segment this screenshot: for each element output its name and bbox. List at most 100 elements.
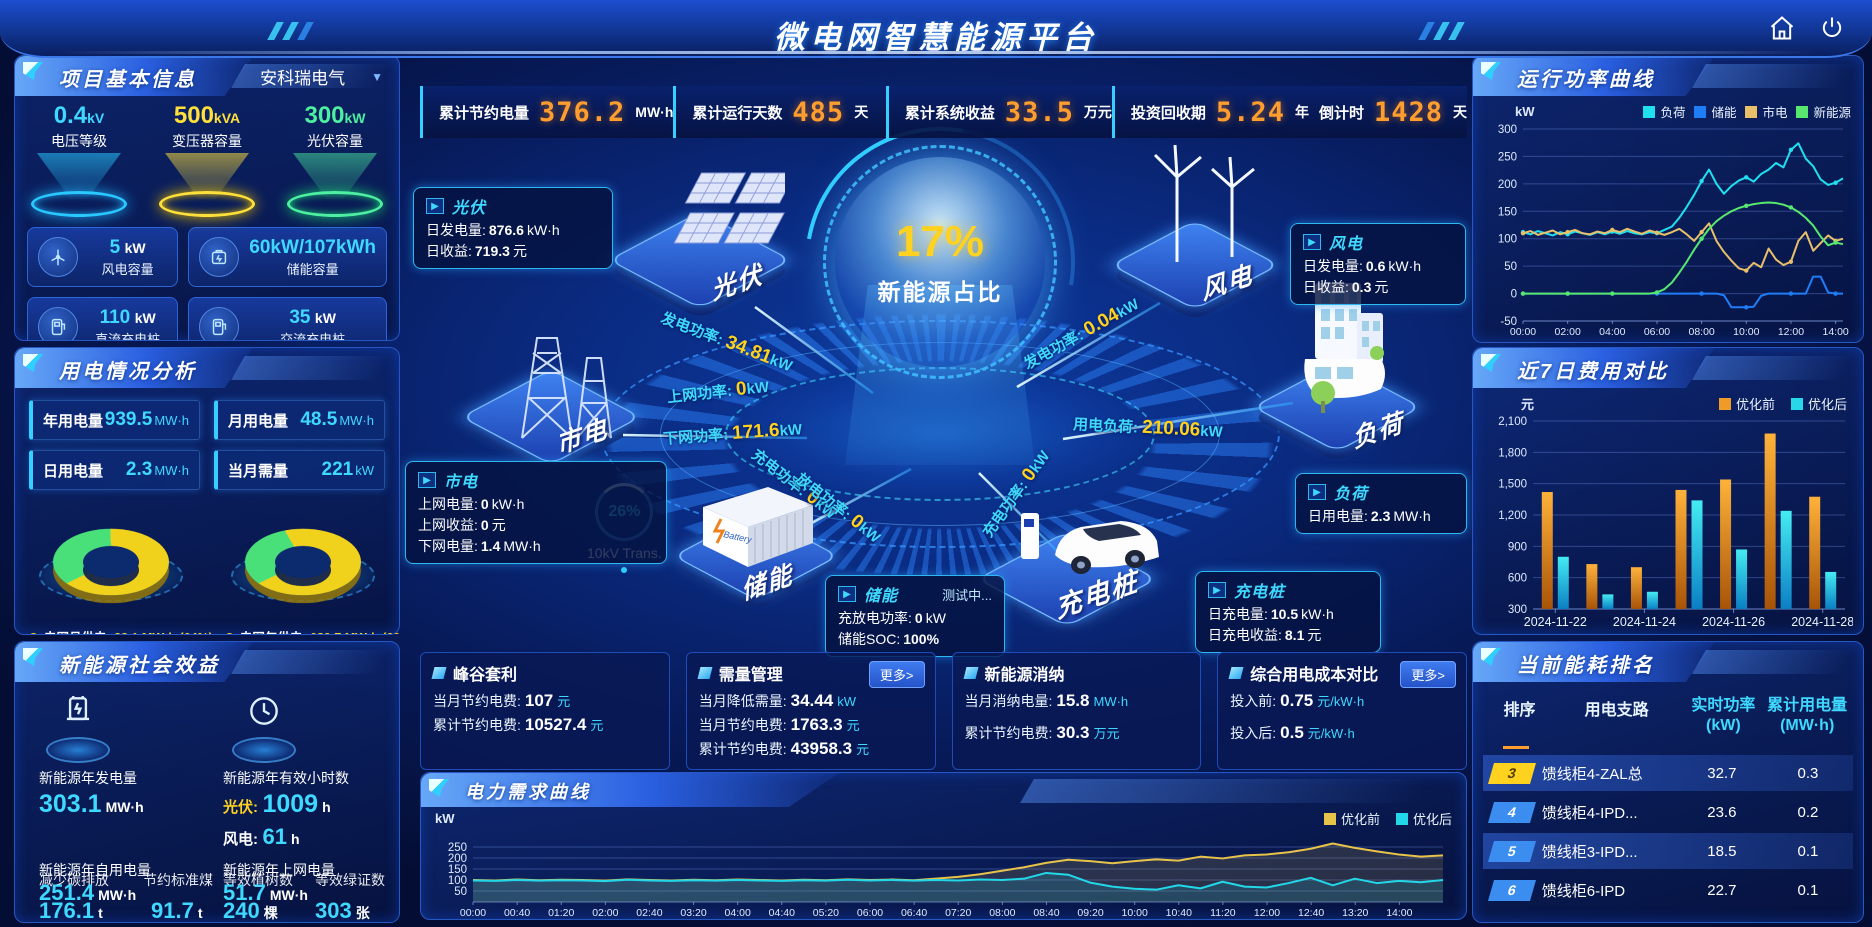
kpi-icon — [431, 667, 447, 679]
battery-container-icon: Battery — [703, 487, 813, 567]
arrow-icon: ▶ — [1303, 234, 1321, 250]
summary-stats-bar: 累计节约电量 376.2 MW·h 累计运行天数 485 天 累计系统收益 33… — [420, 86, 1467, 138]
arrow-icon: ▶ — [418, 472, 436, 488]
arrow-icon: ▶ — [838, 586, 856, 602]
legend-dot-grid — [29, 633, 38, 634]
title-deco-left — [267, 22, 314, 40]
dc-charger-icon — [38, 307, 78, 340]
top-header: 微电网智慧能源平台 — [0, 0, 1872, 58]
pv-info-box: ▶ 光伏 日发电量: 876.6 kW·h 日收益: 719.3 元 — [413, 187, 613, 269]
ranking-row[interactable]: 4 馈线柜4-IPD... 23.6 0.2 — [1483, 794, 1853, 830]
benefit-pv-hours: 光伏: 1009 h — [223, 790, 331, 818]
svg-text:200: 200 — [448, 853, 467, 865]
stat-revenue: 累计系统收益 33.5 万元 — [885, 86, 1112, 138]
y-axis-unit: 元 — [1521, 397, 1535, 412]
kpi-icon — [697, 667, 713, 679]
benefit-label: 新能源年自用电量 — [39, 862, 151, 878]
project-selector[interactable]: 安科瑞电气 ▼ — [260, 69, 383, 88]
svg-text:2024-11-26: 2024-11-26 — [1702, 615, 1765, 629]
panel-demand-curve: 电力需求曲线 kW 优化前 优化后 50 100 150 200 250 00:00 00:… — [420, 772, 1467, 920]
panel-energy-ranking: 当前能耗排名 排序 用电支路 实时功率 (kW) 累计用电量 (MW·h) 3 馈线… — [1472, 641, 1864, 923]
svg-text:00:40: 00:40 — [504, 907, 530, 919]
svg-text:09:20: 09:20 — [1077, 907, 1103, 919]
power-icon[interactable] — [1818, 14, 1846, 42]
svg-text:02:40: 02:40 — [636, 907, 662, 919]
grid-info-box: ▶ 市电 上网电量: 0 kW·h 上网收益: 0 元 下网电量: 1.4 MW·h — [405, 461, 667, 564]
svg-text:1,800: 1,800 — [1498, 447, 1527, 459]
svg-text:600: 600 — [1508, 573, 1527, 585]
legend-swatch — [1323, 813, 1336, 825]
demand-legend: 优化前 优化后 — [1323, 809, 1452, 828]
center-dashed-ring — [823, 145, 1057, 379]
funnel-transformer: 500kVA 变压器容量 — [147, 102, 267, 217]
ranking-row[interactable]: 3 馈线柜4-ZAL总 32.7 0.3 — [1483, 755, 1853, 791]
tile-wind-capacity: 5 kW 风电容量 — [27, 227, 179, 287]
panel-usage-analysis: 用电情况分析 年用电量 939.5 MW·h 月用电量 48.5 MW·h 日用电量 2.… — [14, 347, 400, 635]
svg-text:0: 0 — [1511, 289, 1517, 301]
usage-card-year: 年用电量 939.5 MW·h — [29, 400, 200, 440]
svg-text:10:00: 10:00 — [1122, 907, 1148, 919]
benefit-value: 91.7 t — [151, 898, 203, 922]
ev-car-icon — [1021, 513, 1159, 574]
cost-more-button[interactable]: 更多> — [1400, 661, 1456, 688]
panel-social-benefits: 新能源社会效益 新能源年发电量 303.1 MW·h 新能源年有效小时数 光伏: … — [14, 641, 400, 923]
arrow-icon: ▶ — [426, 198, 444, 214]
legend-swatch — [1745, 106, 1758, 118]
panel-project-info: 项目基本信息 安科瑞电气 ▼ 0.4kV 电压等级 500kVA 变压器容量 30… — [14, 55, 400, 341]
svg-text:300: 300 — [1508, 604, 1527, 616]
kpi-peak-valley: 峰谷套利 当月节约电费: 107 元 累计节约电费: 10527.4 元 — [420, 652, 670, 770]
svg-text:04:00: 04:00 — [725, 907, 751, 919]
usage-card-day: 日用电量 2.3 MW·h — [29, 450, 200, 490]
power-curve-chart: -50 0 50 100 150 200 250 300 00:00 02:00 04:00 06:0… — [1498, 124, 1849, 338]
clock-icon — [227, 692, 301, 763]
legend-swatch — [1718, 398, 1731, 410]
ranking-scroll-indicator — [1503, 746, 1529, 749]
wind-turbines-icon — [1153, 144, 1255, 262]
svg-text:08:40: 08:40 — [1033, 907, 1059, 919]
donut-year — [223, 504, 383, 616]
funnel-voltage: 0.4kV 电压等级 — [19, 102, 139, 217]
svg-text:2024-11-22: 2024-11-22 — [1524, 615, 1587, 629]
svg-text:06:00: 06:00 — [1644, 326, 1670, 338]
svg-text:2,100: 2,100 — [1498, 416, 1527, 428]
legend-dot-grid — [224, 633, 234, 634]
svg-text:14:00: 14:00 — [1822, 326, 1848, 338]
panel-cost-compare: 近7日费用对比 元 优化前 优化后 300 600 900 1,200 1,500 1,8… — [1472, 347, 1864, 635]
svg-text:13:20: 13:20 — [1342, 907, 1368, 919]
panel-title: 当前能耗排名 — [1517, 655, 1655, 677]
svg-text:04:40: 04:40 — [769, 907, 795, 919]
stat-run-days: 累计运行天数 485 天 — [673, 86, 885, 138]
ac-charger-icon — [199, 307, 240, 340]
benefit-wind-hours: 风电: 61 h — [223, 824, 300, 849]
panel-title: 电力需求曲线 — [465, 782, 591, 802]
svg-text:08:00: 08:00 — [989, 907, 1015, 919]
benefit-label: 新能源年上网电量 — [223, 862, 335, 878]
demand-more-button[interactable]: 更多> — [868, 661, 925, 688]
legend-swatch — [1790, 398, 1803, 410]
tile-storage-capacity: 60kW/107kWh 储能容量 — [188, 227, 387, 287]
battery-icon — [199, 237, 240, 277]
svg-text:300: 300 — [1498, 124, 1517, 136]
stat-energy-saved: 累计节约电量 376.2 MW·h — [420, 86, 673, 138]
benefit-value: 251.4 MW·h — [39, 880, 137, 905]
stat-payback: 投资回收期 5.24 年 倒计时 1428 天 — [1111, 86, 1467, 138]
svg-text:00:00: 00:00 — [460, 907, 486, 919]
svg-text:100: 100 — [1498, 234, 1517, 246]
panel-title: 近7日费用对比 — [1517, 361, 1670, 383]
rank-badge: 5 — [1488, 840, 1537, 862]
benefit-value: 176.1 t — [39, 898, 103, 922]
svg-text:08:00: 08:00 — [1689, 326, 1715, 338]
legend-swatch — [1694, 106, 1707, 118]
ranking-row[interactable]: 6 馈线柜6-IPD 22.7 0.1 — [1483, 872, 1853, 908]
home-icon[interactable] — [1768, 14, 1796, 42]
storage-info-box: ▶ 储能 测试中... 充放电功率: 0 kW 储能SOC: 100% — [825, 575, 1005, 657]
svg-text:05:20: 05:20 — [813, 907, 839, 919]
kpi-demand-mgmt: 需量管理 更多> 当月降低需量: 34.44 kW 当月节约电费: 1763.3 元 累… — [685, 652, 936, 770]
ranking-row[interactable]: 5 馈线柜3-IPD... 18.5 0.1 — [1483, 833, 1853, 869]
panel-power-curve: 运行功率曲线 kW 负荷 储能 市电 新能源 -50 0 50 100 150 200 25… — [1472, 55, 1864, 343]
y-axis-unit: kW — [435, 811, 455, 826]
y-axis-unit: kW — [1515, 104, 1535, 119]
tile-dc-charger: 110 kW 直流充电桩 — [27, 297, 179, 340]
connector-lines — [622, 301, 1294, 556]
